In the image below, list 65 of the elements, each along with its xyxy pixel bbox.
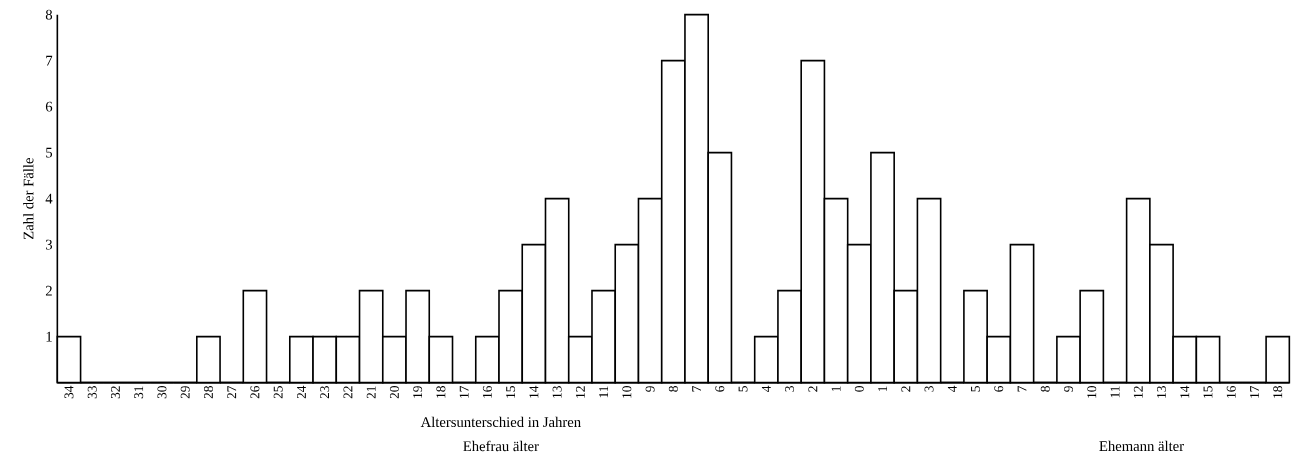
x-tick-label: 12 (1133, 386, 1143, 398)
x-tick-label: 34 (64, 385, 74, 399)
y-axis-title: Zahl der Fälle (23, 158, 34, 240)
x-tick-label: 31 (134, 386, 144, 399)
x-tick-label: 2 (808, 386, 818, 392)
x-tick-label: 1 (831, 386, 841, 392)
x-tick-label: 2 (901, 386, 911, 392)
y-tick-label: 2 (45, 285, 52, 296)
x-tick-label: 18 (1273, 386, 1283, 398)
x-tick-label: 18 (436, 386, 446, 398)
x-tick-label: 1 (878, 386, 887, 392)
x-tick-label: 15 (506, 386, 516, 398)
y-tick-label: 4 (45, 194, 53, 204)
x-tick-label: 13 (1157, 386, 1166, 398)
x-tick-label: 11 (1110, 386, 1120, 398)
y-tick-label: 8 (45, 9, 53, 20)
x-tick-label: 32 (110, 386, 120, 399)
x-tick-label: 14 (529, 385, 539, 398)
x-tick-label: 8 (668, 386, 678, 392)
x-tick-label: 3 (924, 386, 934, 392)
x-tick-label: 8 (1040, 386, 1050, 392)
x-tick-label: 27 (227, 386, 237, 399)
x-tick-label: 10 (1087, 386, 1097, 398)
x-tick-label: 21 (366, 386, 376, 399)
x-tick-label: 11 (599, 386, 609, 398)
y-tick-label: 3 (46, 239, 53, 250)
x-tick-label: 4 (947, 385, 957, 393)
x-tick-label: 15 (1203, 386, 1213, 398)
x-tick-label: 16 (1226, 386, 1236, 398)
x-tick-label: 22 (343, 386, 353, 399)
x-tick-label: 33 (87, 386, 97, 399)
x-tick-label: 7 (692, 386, 701, 392)
x-tick-label: 28 (203, 386, 213, 399)
x-tick-label: 26 (250, 386, 260, 399)
x-tick-label: 16 (482, 386, 492, 398)
x-tick-label: 6 (994, 386, 1004, 392)
y-tick-label: 5 (46, 147, 53, 158)
x-tick-label: 5 (738, 386, 748, 392)
x-tick-label: 20 (389, 386, 399, 399)
x-tick-label: 29 (180, 386, 190, 399)
text: Ehefrau älter (463, 440, 539, 452)
y-tick-label: 7 (46, 56, 53, 66)
x-tick-label: 5 (971, 386, 980, 392)
x-tick-label: 17 (459, 386, 469, 398)
x-tick-label: 7 (1017, 386, 1027, 392)
x-tick-label: 17 (1250, 386, 1259, 398)
x-tick-label: 30 (157, 386, 167, 399)
x-tick-label: 10 (622, 386, 632, 398)
x-tick-label: 9 (645, 386, 655, 392)
y-tick-label: 1 (46, 331, 52, 342)
x-tick-label: 23 (320, 386, 330, 399)
text: Ehemann älter (1099, 440, 1184, 452)
x-tick-label: 24 (297, 385, 306, 399)
x-tick-label: 13 (552, 386, 562, 398)
x-axis-title: Altersunterschied in Jahren (420, 416, 581, 428)
x-tick-label: 19 (413, 386, 423, 398)
x-tick-label: 6 (715, 386, 725, 392)
x-tick-label: 0 (854, 386, 864, 392)
x-tick-label: 4 (761, 385, 771, 393)
x-tick-label: 9 (1064, 386, 1073, 392)
x-tick-label: 12 (575, 386, 585, 398)
x-tick-label: 14 (1180, 385, 1190, 398)
x-tick-label: 3 (785, 386, 795, 392)
x-tick-label: 25 (273, 386, 283, 399)
y-tick-label: 6 (45, 101, 53, 112)
